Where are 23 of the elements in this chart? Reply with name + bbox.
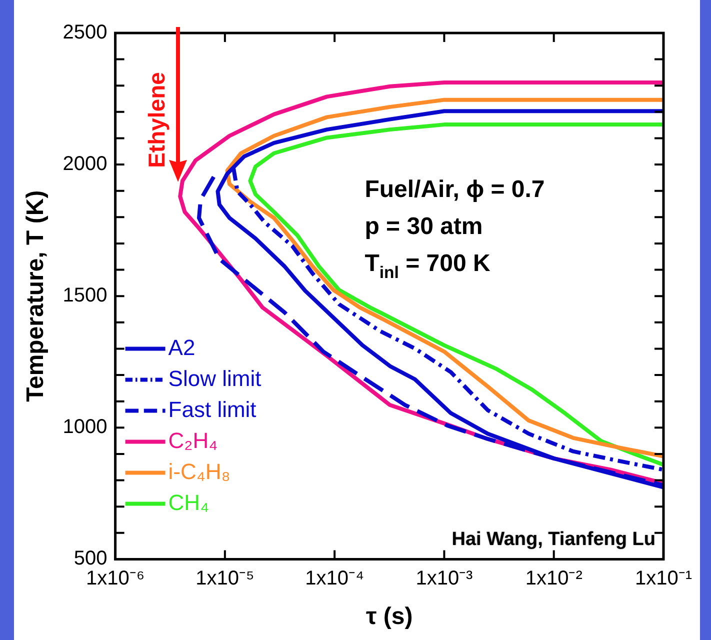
legend-label: i-C₄H₈ (168, 458, 230, 484)
x-axis-title: τ (s) (366, 603, 413, 630)
x-tick-label: 1x10⁻² (525, 568, 583, 590)
legend-label: A2 (168, 334, 196, 360)
legend-label: Slow limit (168, 366, 262, 391)
y-tick-label: 2500 (62, 22, 108, 44)
annotation: p = 30 atm (364, 213, 483, 240)
legend-label: C₂H₄ (168, 428, 218, 453)
annotation: Ethylene (143, 72, 170, 168)
y-tick-label: 1000 (62, 416, 108, 438)
x-tick-label: 1x10⁻⁵ (196, 568, 254, 590)
y-axis-title: Temperature, T (K) (22, 190, 50, 402)
annotation: Hai Wang, Tianfeng Lu (452, 529, 656, 550)
x-tick-label: 1x10⁻⁴ (305, 568, 364, 590)
y-tick-label: 500 (74, 548, 108, 570)
y-tick-label: 1500 (62, 284, 108, 307)
x-tick-label: 1x10⁻¹ (634, 568, 692, 590)
legend-label: Fast limit (168, 396, 256, 422)
y-tick-label: 2000 (62, 153, 108, 176)
x-tick-label: 1x10⁻³ (416, 568, 474, 590)
legend-label: CH₄ (168, 490, 210, 515)
x-tick-label: 1x10⁻⁶ (86, 568, 145, 590)
annotation: Fuel/Air, ϕ = 0.7 (364, 176, 545, 203)
